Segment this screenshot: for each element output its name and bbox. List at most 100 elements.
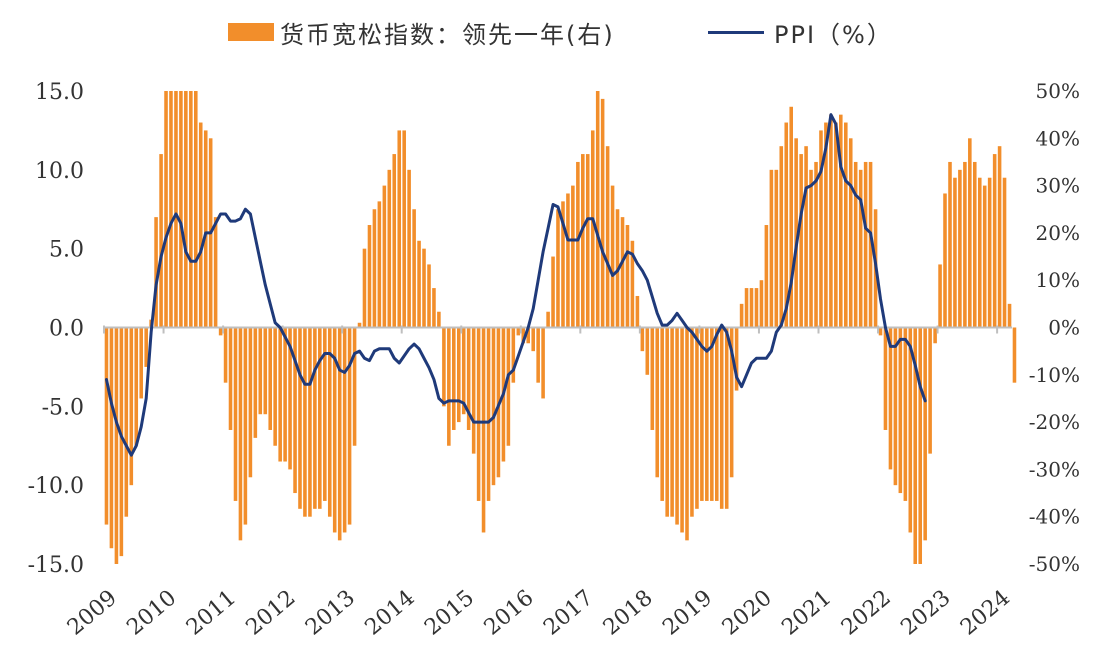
bar-58	[392, 154, 397, 328]
bar-71	[457, 327, 461, 423]
bar-166	[928, 327, 932, 454]
bar-164	[918, 327, 923, 564]
bar-156	[878, 327, 883, 336]
bar-112	[660, 327, 664, 501]
x-tick-label-0: 2009	[63, 585, 122, 640]
right-tick-label-9: -40%	[1029, 505, 1080, 529]
bar-59	[397, 130, 402, 328]
bar-150	[848, 138, 853, 328]
bar-125	[724, 327, 729, 509]
left-tick-label-5: -10.0	[28, 474, 84, 499]
bar-135	[774, 169, 779, 328]
bar-133	[764, 225, 769, 328]
bar-36	[283, 327, 287, 462]
bar-128	[739, 303, 744, 328]
bar-66	[432, 288, 436, 328]
bar-74	[471, 327, 476, 454]
bar-114	[670, 327, 674, 517]
bar-50	[352, 327, 357, 446]
bar-160	[898, 327, 903, 494]
bar-54	[372, 209, 377, 328]
bar-46	[332, 327, 337, 533]
x-tick-label-10: 2019	[658, 585, 717, 640]
bar-17	[189, 91, 193, 328]
bar-181	[1002, 177, 1007, 328]
bar-5	[129, 327, 134, 486]
bar-173	[963, 161, 967, 328]
bar-124	[719, 327, 724, 509]
bar-132	[759, 280, 764, 328]
bar-13	[169, 91, 173, 328]
bar-24	[223, 327, 228, 383]
bar-76	[481, 327, 486, 533]
bar-18	[194, 91, 198, 328]
bar-105	[625, 225, 630, 328]
bar-129	[744, 288, 749, 328]
bar-27	[238, 327, 243, 541]
bar-12	[164, 91, 168, 328]
bar-0	[104, 327, 109, 525]
left-tick-label-1: 10.0	[35, 159, 84, 184]
bar-157	[883, 327, 888, 430]
bar-83	[516, 327, 521, 336]
bar-136	[779, 146, 784, 328]
bar-149	[844, 122, 848, 328]
right-tick-label-0: 50%	[1036, 79, 1080, 103]
legend-label-bar: 货币宽松指数：领先一年(右)	[280, 20, 615, 49]
bar-147	[834, 122, 838, 328]
right-tick-label-10: -50%	[1029, 552, 1080, 576]
chart-legend: 货币宽松指数：领先一年(右) PPI（%）	[0, 14, 1104, 50]
left-axis-ticks: 15.0 10.0 5.0 0.0 -5.0 -10.0 -15.0	[28, 80, 84, 578]
bar-92	[561, 201, 565, 328]
bar-8	[144, 327, 148, 367]
bar-14	[174, 91, 178, 328]
bar-57	[387, 169, 392, 328]
x-tick-label-2: 2011	[182, 585, 241, 640]
legend-label-line: PPI（%）	[774, 20, 893, 49]
bar-145	[824, 122, 828, 328]
bar-45	[327, 327, 332, 517]
bar-99	[595, 91, 600, 328]
line-series	[104, 113, 927, 457]
bar-111	[655, 327, 660, 478]
bar-4	[124, 327, 129, 517]
legend-item-bar: 货币宽松指数：领先一年(右)	[228, 14, 615, 50]
bar-108	[640, 327, 645, 352]
bar-98	[590, 130, 595, 328]
bar-172	[958, 169, 962, 328]
bar-75	[476, 327, 481, 501]
bar-86	[531, 327, 535, 352]
bar-15	[179, 91, 183, 328]
bar-69	[447, 327, 451, 446]
bar-131	[754, 288, 759, 328]
bar-39	[298, 327, 302, 509]
bar-33	[268, 327, 272, 430]
bar-182	[1007, 303, 1012, 328]
bar-169	[943, 193, 947, 328]
bar-123	[714, 327, 719, 501]
bar-183	[1012, 327, 1017, 383]
bar-122	[710, 327, 714, 501]
bar-31	[258, 327, 263, 415]
x-tick-label-13: 2022	[837, 585, 896, 640]
bar-130	[749, 288, 754, 328]
bar-61	[407, 169, 411, 328]
bar-11	[159, 154, 163, 328]
bar-118	[690, 327, 694, 517]
bar-88	[541, 327, 545, 399]
bar-34	[273, 327, 277, 446]
bar-30	[253, 327, 258, 438]
right-tick-label-5: 0%	[1048, 316, 1080, 340]
bar-96	[581, 154, 585, 328]
bar-56	[382, 185, 387, 328]
bar-116	[680, 327, 684, 533]
bar-25	[228, 327, 233, 430]
bar-67	[437, 311, 441, 328]
bar-180	[997, 146, 1002, 328]
bar-134	[769, 169, 774, 328]
bar-44	[323, 327, 327, 501]
bar-174	[968, 138, 972, 328]
bar-110	[650, 327, 655, 430]
right-tick-label-8: -30%	[1029, 457, 1080, 481]
bar-151	[853, 161, 858, 328]
